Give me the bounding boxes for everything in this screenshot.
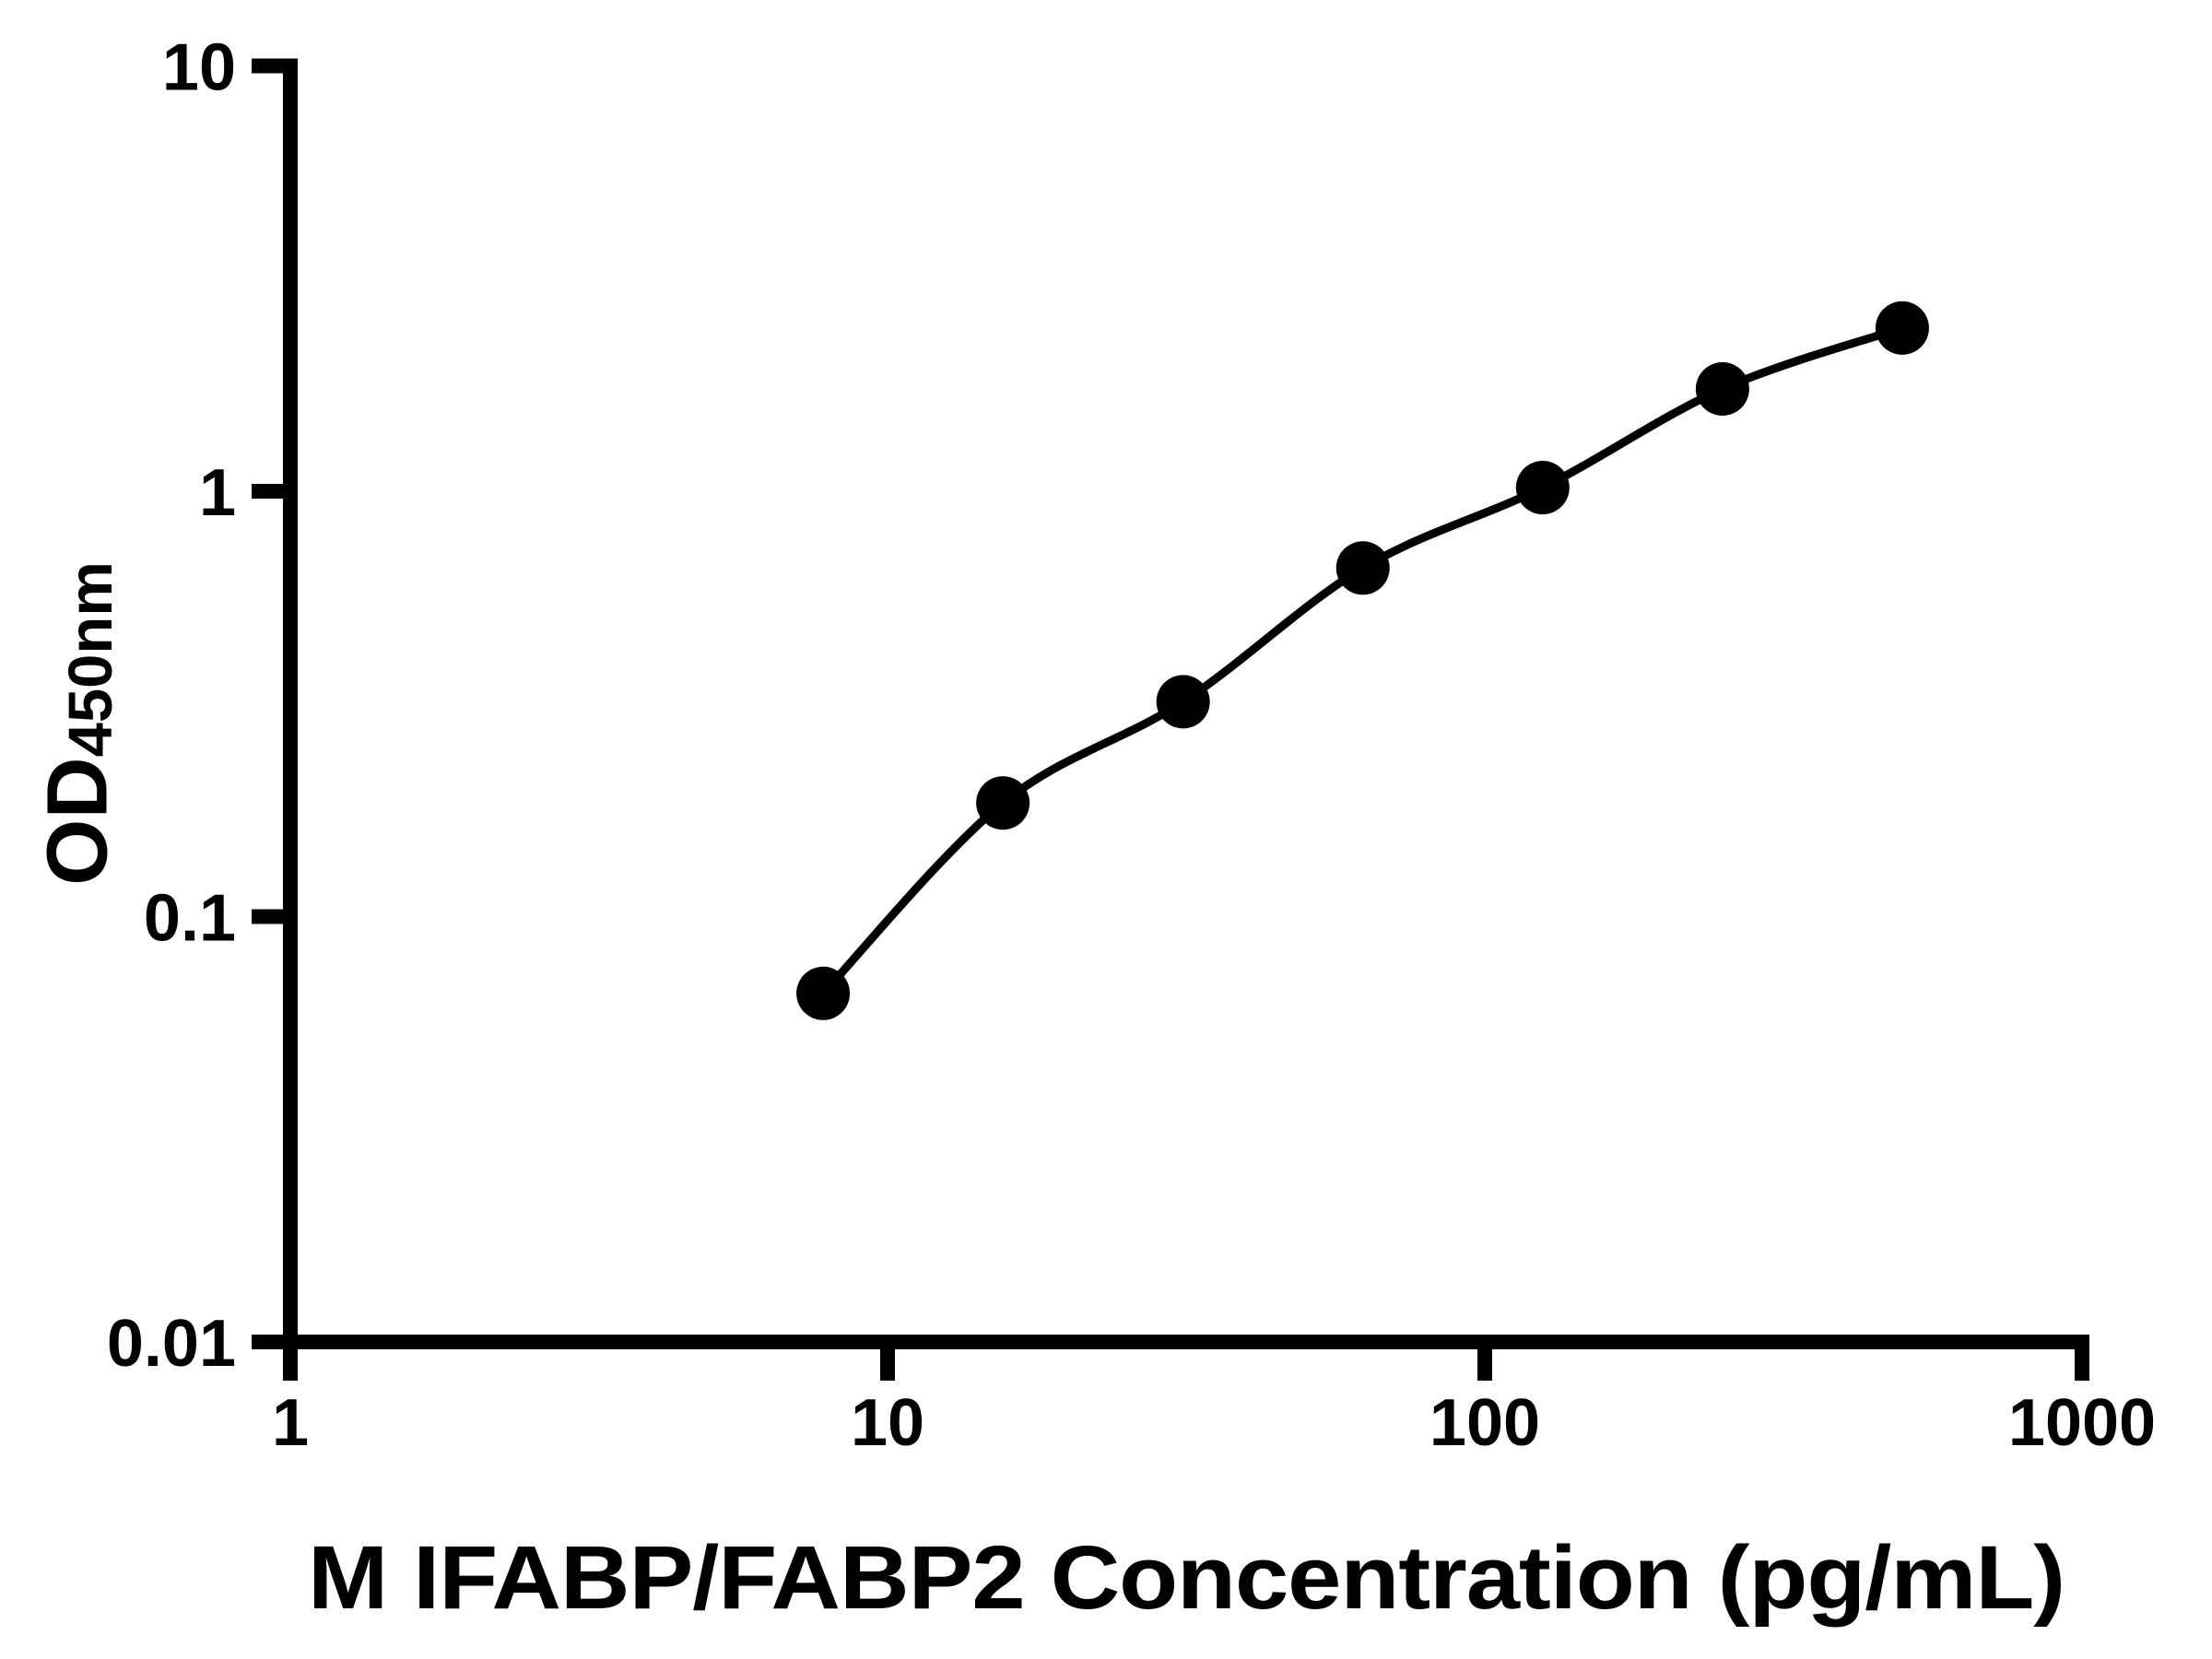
y-tick-label: 0.01: [107, 1307, 236, 1381]
data-point: [976, 776, 1030, 830]
data-point: [1335, 541, 1390, 595]
y-axis-title: OD450nm: [29, 561, 127, 886]
y-tick-label: 10: [162, 31, 236, 105]
data-point: [1515, 461, 1570, 515]
data-point: [1875, 300, 1929, 355]
y-axis-title-subscript: 450nm: [55, 561, 125, 758]
fit-curve: [819, 324, 1904, 996]
data-point: [1695, 361, 1749, 416]
x-tick-label: 10: [851, 1386, 924, 1460]
x-tick-label: 1000: [2008, 1386, 2156, 1460]
x-axis-title: M IFABP/FABP2 Concentration (pg/mL): [307, 1527, 2065, 1628]
y-tick-label: 0.1: [144, 882, 236, 956]
data-point: [1156, 675, 1210, 729]
axis-spine: [252, 58, 2089, 1381]
x-tick-label: 1: [272, 1386, 309, 1460]
data-point: [796, 966, 851, 1020]
y-tick-label: 1: [199, 456, 236, 530]
x-tick-label: 100: [1430, 1386, 1540, 1460]
y-axis-title-main: OD: [29, 757, 125, 886]
